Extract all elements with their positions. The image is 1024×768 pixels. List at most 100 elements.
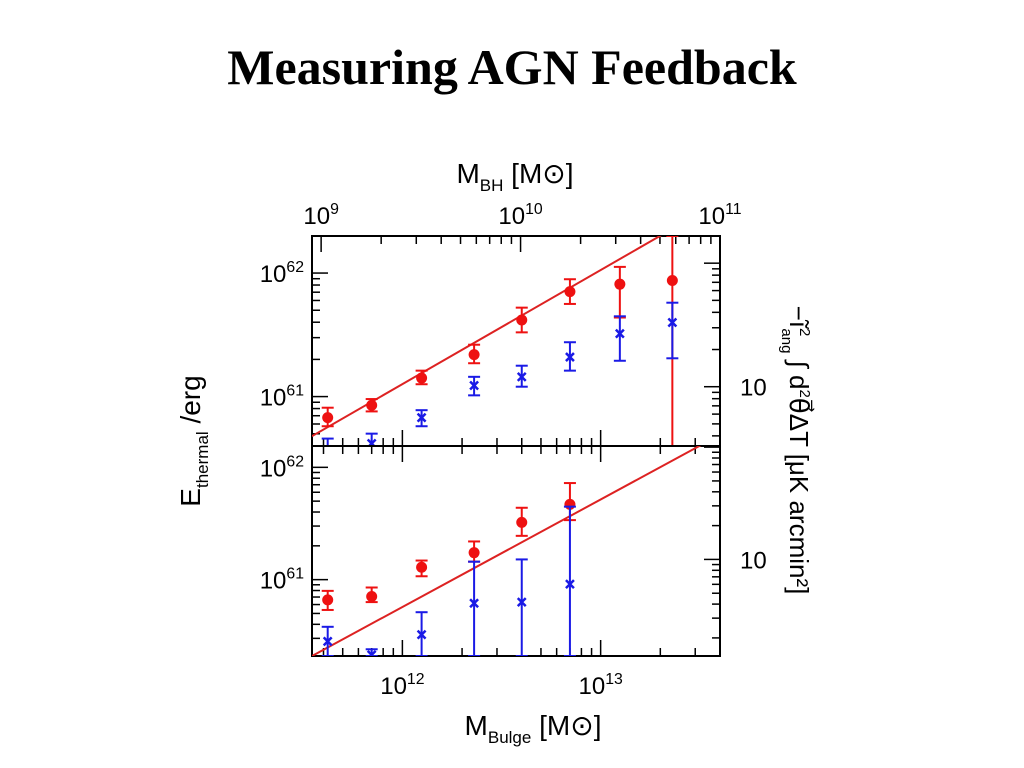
right-tick-label: 10 — [740, 375, 767, 402]
red-data-point — [321, 589, 334, 611]
top-axis-title-sub: BH — [480, 176, 504, 195]
circle-marker — [614, 278, 626, 290]
right-axis-title: −ĩ2ang ∫ d2θ⃗ΔT [μK arcmin²] — [778, 306, 815, 595]
y-tick-label-base: 10 — [260, 455, 287, 482]
red-data-point — [468, 540, 481, 563]
right-tick-label: 10 — [740, 547, 767, 574]
cross-marker-stroke — [516, 597, 527, 607]
right-title-sub: ang — [778, 328, 795, 353]
cross-marker-stroke — [368, 649, 377, 656]
blue-data-point — [365, 432, 378, 446]
bottom-tick-label-base: 10 — [578, 673, 605, 700]
blue-data-point — [563, 505, 576, 656]
y-tick-label: 1062 — [260, 453, 304, 482]
right-title-sup: 2 — [796, 328, 813, 336]
top-tick-label: 1010 — [498, 201, 543, 230]
bottom-tick-label-exp: 12 — [407, 671, 425, 688]
blue-data-point — [365, 648, 378, 656]
blue-data-point — [666, 301, 679, 360]
top-tick-label-base: 10 — [498, 203, 525, 230]
fit-line — [312, 446, 702, 656]
fit-line — [312, 236, 662, 437]
panel-frame — [311, 235, 721, 447]
red-data-point — [515, 506, 528, 537]
cross-marker-stroke — [565, 579, 575, 590]
top-tick-label-base: 10 — [698, 203, 725, 230]
bottom-tick-label: 1012 — [380, 671, 424, 700]
y-tick-label: 1061 — [260, 383, 305, 412]
circle-marker — [468, 349, 480, 361]
left-axis-title: Ethermal /erg — [175, 375, 212, 506]
top-axis-title-main: M — [456, 158, 479, 189]
circle-marker — [322, 594, 334, 606]
cross-marker-stroke — [614, 328, 625, 339]
top-tick-label: 109 — [303, 201, 339, 230]
cross-marker-stroke — [667, 317, 678, 328]
left-axis-title-main: E — [175, 488, 206, 507]
y-tick-label-exp: 61 — [286, 383, 304, 400]
y-tick-label-base: 10 — [260, 568, 287, 595]
circle-marker — [366, 590, 378, 602]
y-tick-label-exp: 62 — [286, 453, 304, 470]
blue-data-point — [563, 341, 576, 372]
right-title-symbol: −ĩ — [784, 306, 814, 330]
blue-data-point — [468, 560, 481, 656]
bottom-axis-title-main: M — [465, 710, 488, 741]
cross-marker-stroke — [516, 371, 527, 382]
top-tick-label-exp: 9 — [330, 201, 339, 218]
cross-marker-stroke — [416, 629, 427, 640]
cross-marker-stroke — [367, 438, 377, 446]
circle-marker — [322, 412, 334, 424]
circle-marker — [416, 372, 428, 384]
blue-data-point — [415, 611, 428, 656]
y-tick-label-base: 10 — [260, 261, 287, 288]
red-data-point — [613, 265, 626, 319]
red-data-point — [365, 586, 378, 604]
top-axis-title-unit: [M⊙] — [503, 158, 573, 189]
top-tick-label-base: 10 — [303, 203, 330, 230]
y-tick-label-exp: 62 — [286, 259, 304, 276]
bottom-tick-label-exp: 13 — [605, 671, 623, 688]
blue-data-point — [613, 315, 626, 362]
red-data-point — [321, 406, 334, 428]
red-data-point — [415, 559, 428, 578]
cross-marker-stroke — [322, 636, 333, 647]
right-title-integral: ∫ d — [784, 353, 814, 389]
y-tick-label: 1061 — [260, 566, 305, 595]
right-title-int-sup: 2 — [796, 389, 813, 397]
circle-marker — [516, 516, 528, 528]
blue-data-point — [321, 625, 334, 656]
left-axis-title-unit: /erg — [175, 375, 206, 431]
blue-data-point — [415, 409, 428, 428]
cross-marker-stroke — [469, 380, 479, 391]
top-tick-label: 1011 — [698, 201, 741, 230]
bottom-axis-title-sub: Bulge — [488, 728, 531, 747]
cross-marker-stroke — [416, 412, 427, 423]
circle-marker — [666, 274, 678, 286]
red-data-point — [415, 369, 428, 386]
blue-data-point — [321, 437, 334, 446]
slide-title: Measuring AGN Feedback — [227, 39, 797, 95]
circle-marker — [416, 561, 428, 573]
circle-marker — [468, 547, 480, 559]
red-data-point — [563, 278, 576, 305]
panel-frame — [311, 445, 721, 657]
blue-data-point — [515, 558, 528, 656]
cross-marker-stroke — [469, 598, 479, 609]
cross-marker-stroke — [565, 352, 575, 362]
circle-marker — [564, 286, 576, 298]
blue-data-point — [468, 375, 481, 397]
bottom-axis-title: MBulge [M⊙] — [465, 710, 602, 747]
top-axis-title: MBH [M⊙] — [456, 158, 573, 195]
circle-marker — [516, 314, 528, 326]
bottom-tick-label: 1013 — [578, 671, 623, 700]
bottom-tick-label-base: 10 — [380, 673, 407, 700]
red-data-point — [365, 398, 378, 413]
circle-marker — [366, 399, 378, 411]
red-data-point — [515, 306, 528, 334]
blue-data-point — [515, 364, 528, 388]
right-title-rest: θ⃗ΔT [μK arcmin²] — [784, 398, 815, 595]
